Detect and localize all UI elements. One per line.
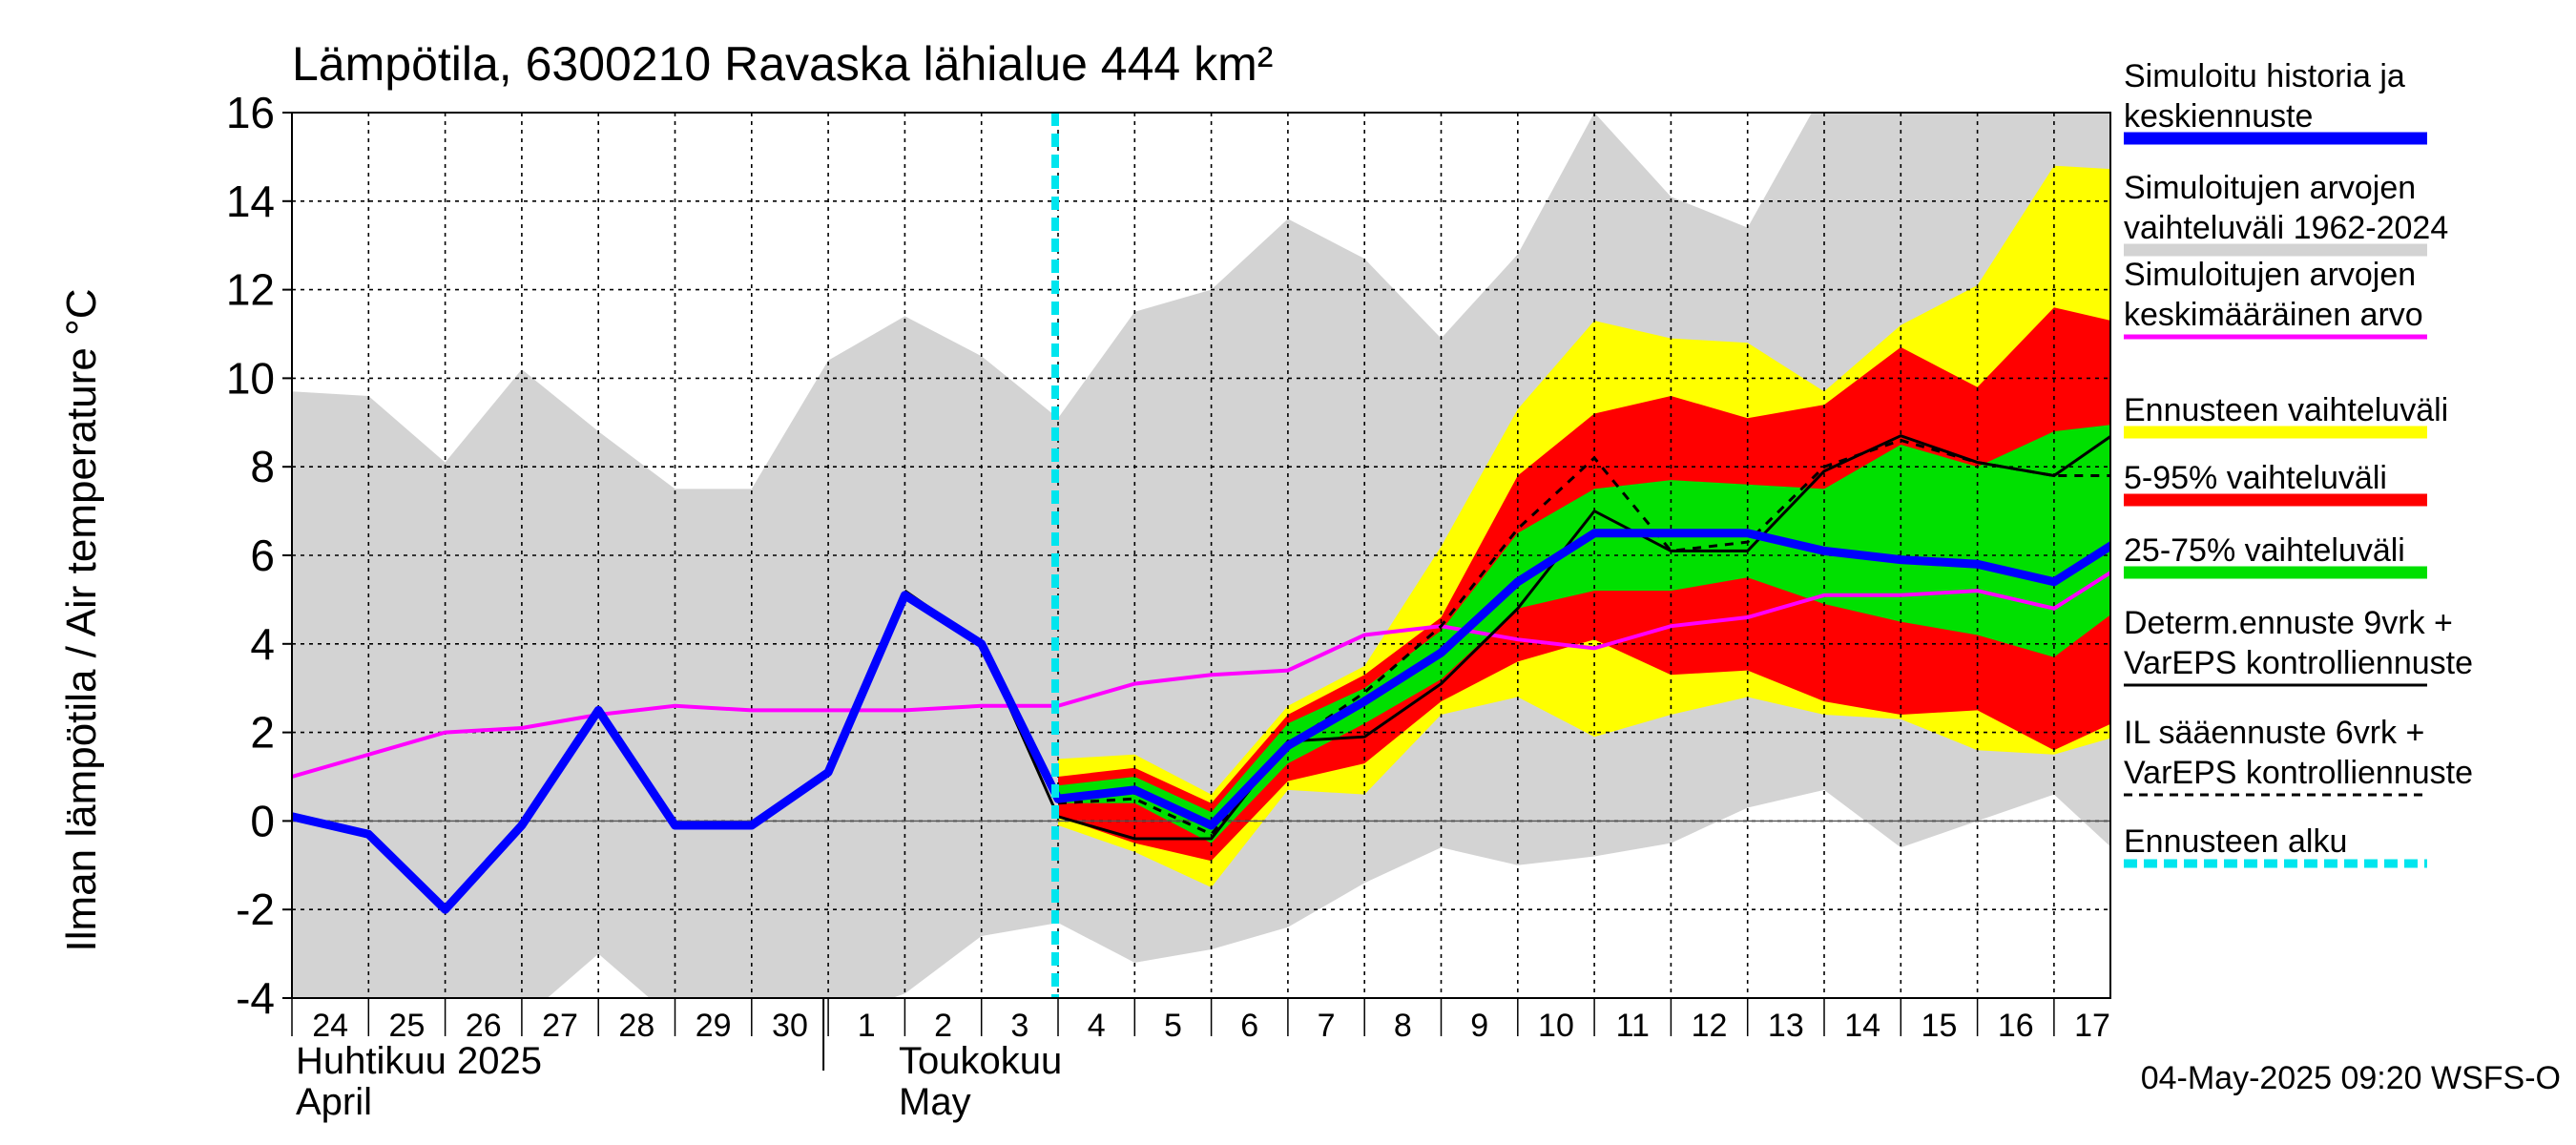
y-tick-label-9: 14 [226, 177, 275, 226]
legend-text-0-1: keskiennuste [2124, 98, 2313, 135]
y-tick-label-1: -2 [236, 885, 275, 934]
legend: Simuloitu historia jakeskiennusteSimuloi… [2124, 58, 2473, 868]
legend-text-2-1: keskimääräinen arvo [2124, 297, 2423, 333]
month-label-en-1: May [899, 1081, 971, 1123]
series-line-6 [904, 434, 2110, 841]
chart-title: Lämpötila, 6300210 Ravaska lähialue 444 … [292, 37, 1273, 91]
legend-item-0: Simuloitu historia ja keskiennuste [2124, 58, 2427, 145]
y-tick-label-6: 8 [250, 442, 275, 491]
x-tick-label-7: 1 [858, 1008, 876, 1044]
y-tick-label-2: 0 [250, 796, 275, 845]
x-tick-label-17: 11 [1616, 1008, 1650, 1044]
y-tick-label-4: 4 [250, 619, 275, 669]
legend-item-4: 5-95% vaihteluväli [2124, 460, 2427, 507]
x-tick-label-11: 5 [1164, 1008, 1182, 1044]
x-tick-label-1: 25 [389, 1008, 426, 1044]
legend-text-7-1: VarEPS kontrolliennuste [2124, 755, 2473, 791]
band-0 [292, 113, 2110, 998]
legend-item-5: 25-75% vaihteluväli [2124, 532, 2427, 579]
legend-text-5-0: 25-75% vaihteluväli [2124, 532, 2405, 569]
legend-item-2: Simuloitujen arvojen keskimääräinen arvo [2124, 257, 2427, 340]
x-tick-label-12: 6 [1240, 1008, 1258, 1044]
legend-text-6-1: VarEPS kontrolliennuste [2124, 645, 2473, 681]
y-tick-label-3: 2 [250, 708, 275, 758]
x-tick-label-6: 30 [772, 1008, 808, 1044]
x-tick-label-15: 9 [1470, 1008, 1488, 1044]
x-tick-label-20: 14 [1844, 1008, 1880, 1044]
y-tick-label-10: 16 [226, 88, 275, 137]
y-tick-label-8: 12 [226, 265, 275, 315]
x-tick-label-2: 26 [466, 1008, 502, 1044]
legend-text-8-0: Ennusteen alku [2124, 823, 2347, 860]
legend-text-7-0: IL sääennuste 6vrk + [2124, 715, 2424, 751]
legend-text-3-0: Ennusteen vaihteluväli [2124, 392, 2448, 428]
y-axis-label: Ilman lämpötila / Air temperature °C [58, 289, 105, 952]
plot-area [292, 113, 2110, 998]
x-tick-label-9: 3 [1010, 1008, 1028, 1044]
legend-item-1: Simuloitujen arvojen vaihteluväli 1962-20… [2124, 170, 2448, 257]
x-tick-label-18: 12 [1692, 1008, 1728, 1044]
x-tick-label-22: 16 [1998, 1008, 2034, 1044]
legend-text-2-0: Simuloitujen arvojen [2124, 257, 2416, 293]
timestamp: 04-May-2025 09:20 WSFS-O [2141, 1060, 2561, 1096]
y-tick-label-7: 10 [226, 353, 275, 403]
x-tick-label-5: 29 [696, 1008, 732, 1044]
month-label-en-0: April [296, 1081, 372, 1123]
x-tick-label-8: 2 [934, 1008, 952, 1044]
legend-text-0-0: Simuloitu historia ja [2124, 58, 2405, 94]
legend-text-6-0: Determ.ennuste 9vrk + [2124, 605, 2453, 641]
x-tick-label-19: 13 [1768, 1008, 1804, 1044]
legend-item-8: Ennusteen alku [2124, 823, 2427, 868]
x-tick-label-13: 7 [1318, 1008, 1336, 1044]
series-line-7 [292, 529, 2110, 914]
legend-text-1-1: vaihteluväli 1962-2024 [2124, 210, 2448, 246]
legend-item-7: IL sääennuste 6vrk + VarEPS kontrollienn… [2124, 715, 2473, 797]
x-tick-label-0: 24 [312, 1008, 348, 1044]
x-tick-label-10: 4 [1088, 1008, 1106, 1044]
legend-item-3: Ennusteen vaihteluväli [2124, 392, 2448, 439]
x-tick-label-4: 28 [618, 1008, 654, 1044]
legend-item-6: Determ.ennuste 9vrk + VarEPS kontrollienn… [2124, 605, 2473, 687]
x-tick-label-21: 15 [1922, 1008, 1958, 1044]
legend-text-4-0: 5-95% vaihteluväli [2124, 460, 2387, 496]
legend-text-1-0: Simuloitujen arvojen [2124, 170, 2416, 206]
month-label-fi-0: Huhtikuu 2025 [296, 1040, 542, 1082]
x-tick-label-23: 17 [2074, 1008, 2110, 1044]
plot-layer [292, 113, 2110, 998]
y-tick-label-0: -4 [236, 973, 275, 1023]
month-label-fi-1: Toukokuu [899, 1040, 1062, 1082]
x-tick-label-3: 27 [542, 1008, 578, 1044]
x-tick-label-16: 10 [1538, 1008, 1574, 1044]
y-tick-label-5: 6 [250, 531, 275, 580]
x-tick-label-14: 8 [1394, 1008, 1412, 1044]
